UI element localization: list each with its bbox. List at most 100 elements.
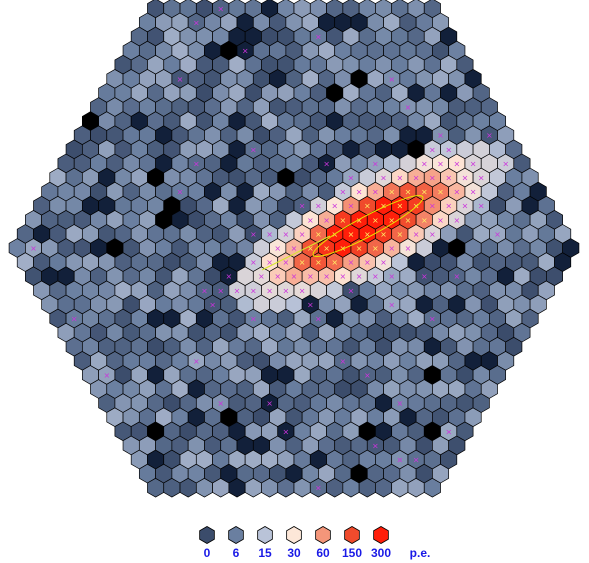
cleaned-pixel-marker: × <box>307 300 314 309</box>
cleaned-pixel-marker: × <box>209 300 216 309</box>
cleaned-pixel-marker: × <box>478 202 485 211</box>
cleaned-pixel-marker: × <box>453 188 460 197</box>
cleaned-pixel-marker: × <box>364 258 371 267</box>
cleaned-pixel-marker: × <box>291 272 298 281</box>
legend-swatch <box>373 526 389 544</box>
legend-label-300: 300 <box>371 546 391 560</box>
cleaned-pixel-marker: × <box>413 174 420 183</box>
cleaned-pixel-marker: × <box>429 230 436 239</box>
cleaned-pixel-marker: × <box>405 216 412 225</box>
cleaned-pixel-marker: × <box>348 202 355 211</box>
cleaned-pixel-marker: × <box>388 188 395 197</box>
cleaned-pixel-marker: × <box>323 244 330 253</box>
cleaned-pixel-marker: × <box>396 174 403 183</box>
cleaned-pixel-marker: × <box>250 230 257 239</box>
legend-swatch <box>228 526 244 544</box>
cleaned-pixel-marker: × <box>421 272 428 281</box>
cleaned-pixel-marker: × <box>242 47 249 56</box>
cleaned-pixel-marker: × <box>348 286 355 295</box>
cleaned-pixel-marker: × <box>388 300 395 309</box>
cleaned-pixel-marker: × <box>299 202 306 211</box>
cleaned-pixel-marker: × <box>502 159 509 168</box>
cleaned-pixel-marker: × <box>437 216 444 225</box>
cleaned-pixel-marker: × <box>437 159 444 168</box>
cleaned-pixel-marker: × <box>396 230 403 239</box>
cleaned-pixel-marker: × <box>380 230 387 239</box>
cleaned-pixel-marker: × <box>405 188 412 197</box>
cleaned-pixel-marker: × <box>429 145 436 154</box>
cleaned-pixel-marker: × <box>250 315 257 324</box>
cleaned-pixel-marker: × <box>274 244 281 253</box>
cleaned-pixel-marker: × <box>331 202 338 211</box>
cleaned-pixel-marker: × <box>429 202 436 211</box>
cleaned-pixel-marker: × <box>453 272 460 281</box>
cleaned-pixel-marker: × <box>307 272 314 281</box>
cleaned-pixel-marker: × <box>429 315 436 324</box>
shower-axis-line <box>261 235 331 271</box>
cleaned-pixel-marker: × <box>445 427 452 436</box>
cleaned-pixel-marker: × <box>364 230 371 239</box>
cleaned-pixel-marker: × <box>462 202 469 211</box>
cleaned-pixel-marker: × <box>396 399 403 408</box>
cleaned-pixel-marker: × <box>478 174 485 183</box>
cleaned-pixel-marker: × <box>429 174 436 183</box>
cleaned-pixel-marker: × <box>421 159 428 168</box>
legend-label-6: 6 <box>233 546 240 560</box>
cleaned-pixel-marker: × <box>299 230 306 239</box>
cleaned-pixel-marker: × <box>193 159 200 168</box>
cleaned-pixel-marker: × <box>315 202 322 211</box>
cleaned-pixel-marker: × <box>372 244 379 253</box>
cleaned-pixel-marker: × <box>283 230 290 239</box>
cleaned-pixel-marker: × <box>388 75 395 84</box>
cleaned-pixel-marker: × <box>217 4 224 13</box>
cleaned-pixel-marker: × <box>388 216 395 225</box>
cleaned-pixel-marker: × <box>323 216 330 225</box>
cleaned-pixel-marker: × <box>283 258 290 267</box>
legend-label-0: 0 <box>204 546 211 560</box>
legend-label-150: 150 <box>342 546 362 560</box>
cleaned-pixel-marker: × <box>396 456 403 465</box>
cleaned-pixel-marker: × <box>30 244 37 253</box>
cleaned-pixel-marker: × <box>356 188 363 197</box>
cleaned-pixel-marker: × <box>193 357 200 366</box>
cleaned-pixel-marker: × <box>339 272 346 281</box>
cleaned-pixel-marker: × <box>445 202 452 211</box>
cleaned-pixel-marker: × <box>291 244 298 253</box>
cleaned-pixel-marker: × <box>348 174 355 183</box>
cleaned-pixel-marker: × <box>388 244 395 253</box>
cleaned-pixel-marker: × <box>226 272 233 281</box>
cleaned-pixel-marker: × <box>266 399 273 408</box>
cleaned-pixel-marker: × <box>356 216 363 225</box>
cleaned-pixel-marker: × <box>413 230 420 239</box>
cleaned-pixel-marker: × <box>283 286 290 295</box>
cleaned-pixel-marker: × <box>413 456 420 465</box>
cleaned-pixel-marker: × <box>372 188 379 197</box>
cleaned-pixel-marker: × <box>453 159 460 168</box>
cleaned-pixel-marker: × <box>486 131 493 140</box>
cleaned-pixel-marker: × <box>339 216 346 225</box>
cleaned-pixel-marker: × <box>445 145 452 154</box>
cleaned-pixel-marker: × <box>462 174 469 183</box>
cleaned-pixel-marker: × <box>315 258 322 267</box>
cleaned-pixel-marker: × <box>421 188 428 197</box>
hillas-ellipse <box>312 195 424 257</box>
cleaned-pixel-marker: × <box>453 216 460 225</box>
cleaned-pixel-marker: × <box>266 286 273 295</box>
cleaned-pixel-marker: × <box>177 188 184 197</box>
cleaned-pixel-marker: × <box>323 159 330 168</box>
cleaned-pixel-marker: × <box>348 258 355 267</box>
legend-swatch <box>199 526 215 544</box>
legend-label-30: 30 <box>287 546 301 560</box>
cleaned-pixel-marker: × <box>103 371 110 380</box>
cleaned-pixel-marker: × <box>372 272 379 281</box>
legend-swatch <box>344 526 360 544</box>
cleaned-pixel-marker: × <box>339 188 346 197</box>
camera-pixel <box>562 238 580 258</box>
legend-swatch <box>257 526 273 544</box>
cleaned-pixel-marker: × <box>201 286 208 295</box>
cleaned-pixel-marker: × <box>445 174 452 183</box>
cleaned-pixel-marker: × <box>217 286 224 295</box>
cleaned-pixel-marker: × <box>380 174 387 183</box>
cleaned-pixel-marker: × <box>250 145 257 154</box>
